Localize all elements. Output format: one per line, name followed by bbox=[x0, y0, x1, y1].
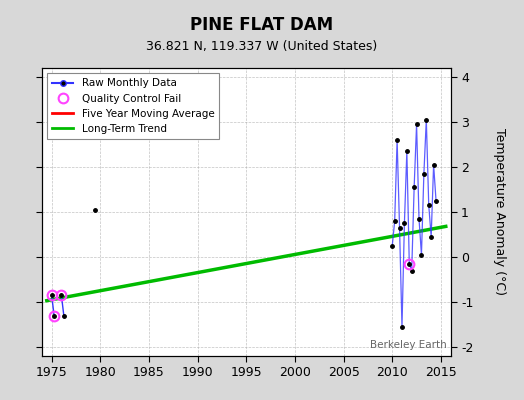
Text: 36.821 N, 119.337 W (United States): 36.821 N, 119.337 W (United States) bbox=[146, 40, 378, 53]
Y-axis label: Temperature Anomaly (°C): Temperature Anomaly (°C) bbox=[493, 128, 506, 296]
Text: Berkeley Earth: Berkeley Earth bbox=[370, 340, 446, 350]
Text: PINE FLAT DAM: PINE FLAT DAM bbox=[190, 16, 334, 34]
Legend: Raw Monthly Data, Quality Control Fail, Five Year Moving Average, Long-Term Tren: Raw Monthly Data, Quality Control Fail, … bbox=[47, 73, 220, 139]
